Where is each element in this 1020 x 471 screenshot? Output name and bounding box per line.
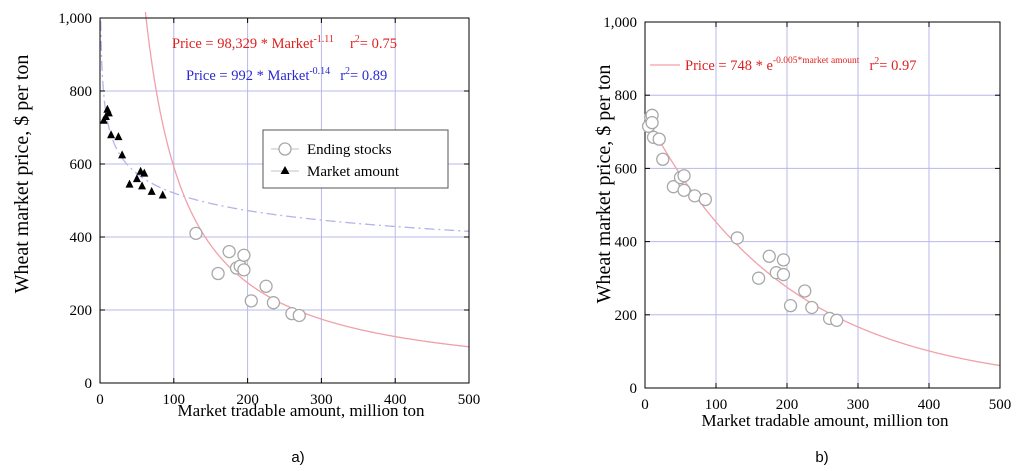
chart-panel-b: 0 100 200 300 400 500 0 200 400 600 800 1,000 Price… bbox=[593, 15, 1011, 466]
points-b bbox=[641, 108, 844, 327]
x-tick-label: 0 bbox=[96, 392, 104, 408]
points-a bbox=[99, 104, 306, 323]
y-tick-label: 0 bbox=[630, 381, 638, 397]
data-point-triangle bbox=[140, 168, 149, 177]
panel-label-b: b) bbox=[815, 449, 828, 466]
legend-a: Ending stocks Market amount bbox=[262, 129, 449, 189]
legend-label-market-amount: Market amount bbox=[307, 164, 400, 180]
data-point-circle bbox=[783, 298, 798, 313]
x-axis-label-a: Market tradable amount, million ton bbox=[178, 401, 425, 420]
y-axis-label-b: Wheat market price, $ per ton bbox=[593, 65, 615, 304]
data-point-circle bbox=[645, 116, 659, 130]
fit-curve-a-1 bbox=[144, 11, 470, 348]
plot-frame-a bbox=[99, 17, 470, 384]
data-point-circle bbox=[677, 169, 691, 183]
data-point-triangle bbox=[118, 150, 127, 159]
data-point-circle bbox=[677, 183, 691, 198]
data-point-circle bbox=[237, 248, 251, 262]
data-point-circle bbox=[776, 253, 791, 267]
y-tick-label: 600 bbox=[70, 157, 93, 173]
data-point-circle bbox=[698, 192, 712, 207]
data-point-circle bbox=[211, 266, 225, 281]
data-point-triangle bbox=[132, 174, 141, 183]
y-tick-label: 800 bbox=[615, 88, 638, 104]
y-tick-label: 1,000 bbox=[603, 15, 637, 31]
fit-curve-a-2 bbox=[100, 20, 469, 232]
data-point-circle bbox=[730, 231, 744, 245]
y-tick-label: 400 bbox=[70, 230, 93, 246]
data-point-circle bbox=[652, 132, 666, 146]
x-tick-label: 0 bbox=[641, 397, 649, 413]
data-point-circle bbox=[762, 249, 776, 263]
data-point-triangle bbox=[138, 181, 147, 190]
x-tick-label: 300 bbox=[310, 392, 333, 408]
x-tick-label: 200 bbox=[236, 392, 259, 408]
y-tick-label: 200 bbox=[615, 308, 638, 324]
data-point-circle bbox=[751, 271, 766, 285]
grid-b bbox=[645, 22, 1000, 388]
fit-equation-a-2: Price = 992 * Market-0.14 r2= 0.89 bbox=[186, 66, 387, 84]
data-point-triangle bbox=[107, 130, 116, 139]
x-tick-label: 200 bbox=[776, 397, 799, 413]
data-point-circle bbox=[259, 279, 273, 293]
fit-lines-a bbox=[100, 11, 470, 348]
data-point-triangle bbox=[147, 186, 156, 195]
y-tick-label: 600 bbox=[615, 161, 638, 177]
x-tick-label: 100 bbox=[163, 392, 186, 408]
y-tick-label: 400 bbox=[615, 235, 638, 251]
x-tick-label: 500 bbox=[989, 397, 1012, 413]
legend-label-ending-stocks: Ending stocks bbox=[307, 142, 392, 158]
chart-panel-a: 0 100 200 300 400 500 0 200 400 600 800 1,000 Price… bbox=[11, 11, 480, 466]
data-point-circle bbox=[266, 296, 281, 310]
x-tick-label: 300 bbox=[847, 397, 870, 413]
y-axis-label-a: Wheat market price, $ per ton bbox=[11, 55, 33, 294]
plot-frame-b bbox=[644, 21, 1001, 389]
fit-lines-b bbox=[644, 114, 1000, 367]
data-point-circle bbox=[805, 300, 819, 315]
ticks-a: 0 100 200 300 400 500 0 200 400 600 800 1,000 bbox=[58, 11, 480, 408]
ticks-b: 0 100 200 300 400 500 0 200 400 600 800 1,000 bbox=[603, 15, 1011, 413]
data-point-circle bbox=[830, 313, 844, 327]
data-point-circle bbox=[237, 263, 251, 277]
x-tick-label: 400 bbox=[384, 392, 407, 408]
legend-marker-market-amount bbox=[280, 166, 290, 174]
fit-equation-b: Price = 748 * e-0.005*market amount r2= 0… bbox=[685, 56, 916, 74]
data-point-triangle bbox=[125, 179, 134, 188]
grid-a bbox=[100, 18, 469, 383]
x-tick-label: 500 bbox=[458, 392, 481, 408]
data-point-circle bbox=[222, 244, 236, 259]
data-point-circle bbox=[292, 308, 306, 323]
data-point-triangle bbox=[114, 132, 123, 141]
legend-box bbox=[262, 129, 449, 189]
fit-curve-b-1 bbox=[644, 114, 1000, 367]
data-point-triangle bbox=[104, 108, 113, 117]
data-point-circle bbox=[798, 284, 812, 298]
data-point-triangle bbox=[158, 190, 167, 199]
data-point-circle bbox=[776, 267, 791, 282]
data-point-circle bbox=[244, 294, 258, 308]
data-point-circle bbox=[656, 152, 670, 166]
fit-equation-a-1: Price = 98,329 * Market-1.11 r2= 0.75 bbox=[172, 34, 397, 52]
legend-marker-ending-stocks bbox=[278, 142, 292, 156]
y-tick-label: 200 bbox=[70, 303, 93, 319]
panel-label-a: a) bbox=[291, 449, 304, 466]
data-point-circle bbox=[189, 226, 203, 241]
y-tick-label: 1,000 bbox=[58, 11, 92, 27]
y-tick-label: 0 bbox=[85, 376, 93, 392]
x-tick-label: 100 bbox=[705, 397, 728, 413]
y-tick-label: 800 bbox=[70, 84, 93, 100]
x-tick-label: 400 bbox=[918, 397, 941, 413]
x-axis-label-b: Market tradable amount, million ton bbox=[702, 411, 949, 430]
